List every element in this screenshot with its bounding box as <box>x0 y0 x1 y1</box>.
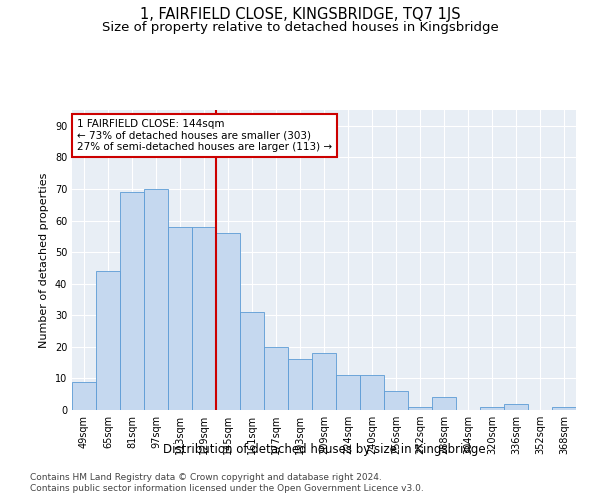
Text: 1, FAIRFIELD CLOSE, KINGSBRIDGE, TQ7 1JS: 1, FAIRFIELD CLOSE, KINGSBRIDGE, TQ7 1JS <box>140 8 460 22</box>
Text: Size of property relative to detached houses in Kingsbridge: Size of property relative to detached ho… <box>101 21 499 34</box>
Bar <box>144 189 168 410</box>
Bar <box>408 407 432 410</box>
Bar <box>360 376 384 410</box>
Text: Contains public sector information licensed under the Open Government Licence v3: Contains public sector information licen… <box>30 484 424 493</box>
Bar <box>384 391 408 410</box>
Bar <box>288 360 312 410</box>
Text: 1 FAIRFIELD CLOSE: 144sqm
← 73% of detached houses are smaller (303)
27% of semi: 1 FAIRFIELD CLOSE: 144sqm ← 73% of detac… <box>77 119 332 152</box>
Bar <box>216 233 240 410</box>
Bar <box>72 382 96 410</box>
Bar <box>192 227 216 410</box>
Bar <box>312 353 336 410</box>
Text: Contains HM Land Registry data © Crown copyright and database right 2024.: Contains HM Land Registry data © Crown c… <box>30 472 382 482</box>
Bar <box>240 312 264 410</box>
Bar <box>168 227 192 410</box>
Bar <box>96 271 120 410</box>
Y-axis label: Number of detached properties: Number of detached properties <box>39 172 49 348</box>
Bar <box>504 404 528 410</box>
Bar <box>264 347 288 410</box>
Bar <box>336 376 360 410</box>
Bar <box>552 407 576 410</box>
Bar <box>432 398 456 410</box>
Text: Distribution of detached houses by size in Kingsbridge: Distribution of detached houses by size … <box>163 442 485 456</box>
Bar <box>480 407 504 410</box>
Bar <box>120 192 144 410</box>
